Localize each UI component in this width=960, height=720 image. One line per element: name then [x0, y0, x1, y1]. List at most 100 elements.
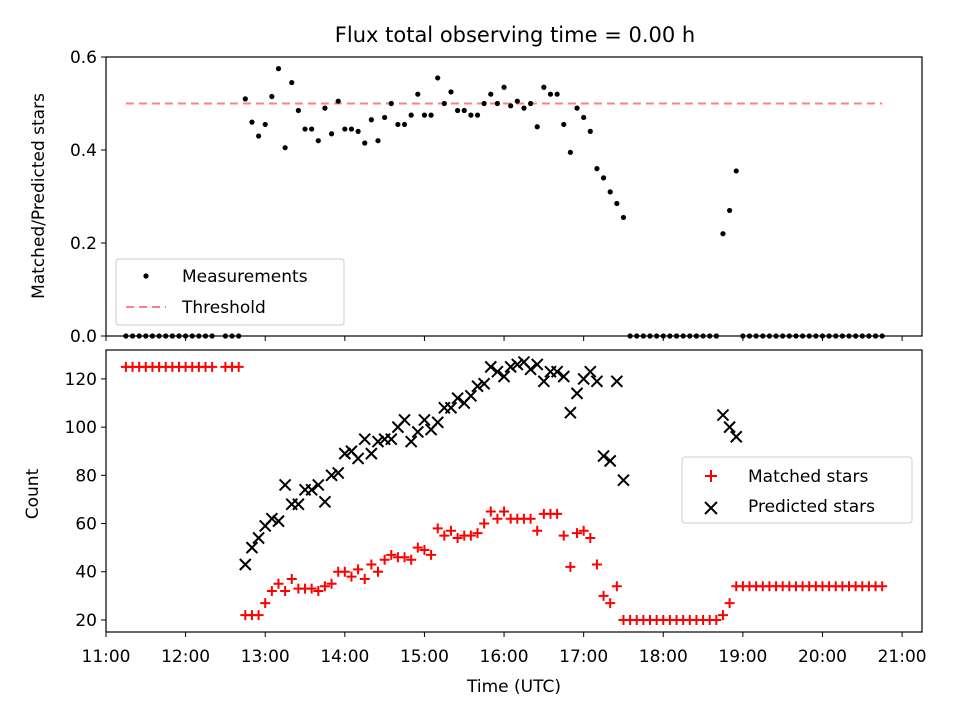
measurement-point [448, 89, 454, 95]
matched-star-point [266, 586, 277, 597]
matched-star-point [479, 518, 490, 529]
predicted-star-point [491, 365, 504, 378]
bottom-legend: Matched stars Predicted stars [681, 456, 913, 524]
x-tick-label: 16:00 [480, 647, 529, 667]
measurement-point [561, 121, 567, 128]
measurement-point [541, 84, 547, 90]
predicted-star-point [531, 358, 544, 371]
measurement-point [501, 84, 507, 90]
predicted-star-point [716, 408, 730, 422]
matched-star-point [552, 508, 563, 519]
measurement-point [733, 168, 739, 174]
predicted-star-point [418, 413, 431, 427]
predicted-star-point [239, 558, 252, 571]
matched-star-point [877, 581, 888, 592]
predicted-star-point [464, 389, 478, 403]
measurement-point [262, 121, 268, 128]
measurement-point [441, 100, 447, 107]
matched-star-point [286, 573, 297, 584]
predicted-star-point [617, 473, 630, 487]
top-panel: 0.0 0.2 0.4 0.6 Matched/Predicted stars Mea… [29, 48, 923, 347]
legend-predicted-marker [704, 501, 718, 515]
measurement-point [309, 126, 315, 132]
predicted-star-point [537, 375, 551, 388]
matched-star-point [558, 530, 569, 541]
matched-star-point [399, 552, 410, 563]
predicted-star-point [358, 432, 371, 446]
bottom-axes-frame [105, 349, 923, 633]
matched-star-point [485, 506, 496, 517]
matched-star-point [585, 533, 596, 543]
matched-star-point [452, 533, 463, 543]
matched-star-point [472, 528, 483, 539]
predicted-star-point [723, 420, 736, 434]
measurement-point [574, 105, 580, 111]
measurement-point [468, 112, 474, 118]
x-tick-label: 14:00 [320, 647, 369, 667]
bottom-y-tick-label: 40 [75, 563, 97, 583]
bottom-y-axis-label: Count [23, 468, 43, 519]
predicted-star-point [497, 370, 511, 383]
matched-star-point [439, 530, 450, 541]
measurement-point [275, 66, 282, 72]
measurement-point [395, 121, 401, 128]
predicted-star-point [331, 466, 345, 480]
measurement-point [388, 100, 394, 107]
top-y-tick-label: 0.4 [70, 141, 97, 161]
measurement-point [727, 207, 733, 214]
predicted-star-point [603, 454, 617, 468]
measurement-point [282, 145, 288, 151]
predicted-star-point [305, 483, 318, 497]
x-tick-label: 21:00 [878, 647, 927, 667]
predicted-star-point [252, 531, 265, 545]
top-y-tick-label: 0.0 [70, 327, 97, 347]
measurement-point [255, 133, 262, 139]
matched-star-point [366, 559, 377, 570]
predicted-star-point [557, 370, 570, 383]
measurement-point [335, 98, 341, 104]
predicted-star-point [471, 379, 484, 393]
predicted-star-point [484, 360, 497, 374]
predicted-star-point [272, 514, 285, 528]
measurement-point [547, 91, 554, 97]
legend-measurements-label: Measurements [182, 267, 308, 287]
predicted-star-point [511, 358, 524, 371]
predicted-star-point [292, 498, 305, 511]
matched-star-point [611, 581, 622, 592]
predicted-star-point [610, 375, 624, 388]
top-axes-frame [105, 56, 923, 337]
measurement-point [587, 128, 593, 134]
bottom-panel: 20 40 60 80 100 120 11:00 12:00 13:00 14:00 15:00 1… [23, 349, 927, 697]
predicted-star-point [371, 435, 385, 448]
top-legend: Measurements Threshold [115, 258, 345, 326]
measurement-point [362, 140, 368, 146]
matched-star-point [605, 598, 616, 609]
predicted-star-point [564, 406, 577, 419]
predicted-star-point [404, 435, 418, 448]
matched-star-point [319, 581, 330, 592]
legend-predicted-label: Predicted stars [748, 497, 875, 517]
top-y-tick-label: 0.2 [70, 234, 97, 254]
x-tick-label: 18:00 [639, 647, 688, 667]
matched-star-point [499, 506, 510, 517]
measurement-point [415, 91, 421, 97]
predicted-star-point [570, 387, 584, 400]
predicted-star-point [597, 449, 610, 463]
matched-star-point [379, 554, 390, 565]
bottom-y-tick-label: 20 [75, 611, 97, 631]
matched-star-point [207, 361, 218, 372]
predicted-star-point [318, 495, 332, 509]
matched-star-point [412, 542, 423, 553]
matched-star-point [280, 586, 291, 597]
measurement-point [435, 75, 441, 81]
x-tick-label: 11:00 [82, 647, 131, 667]
matched-star-point [273, 578, 284, 589]
measurement-point [368, 117, 374, 123]
measurement-point [620, 214, 627, 221]
measurement-point [607, 189, 613, 195]
bottom-y-tick-label: 80 [75, 466, 97, 486]
predicted-star-point [385, 432, 398, 446]
measurement-point [554, 91, 560, 97]
matched-star-point [339, 566, 350, 577]
x-tick-label: 12:00 [161, 647, 210, 667]
